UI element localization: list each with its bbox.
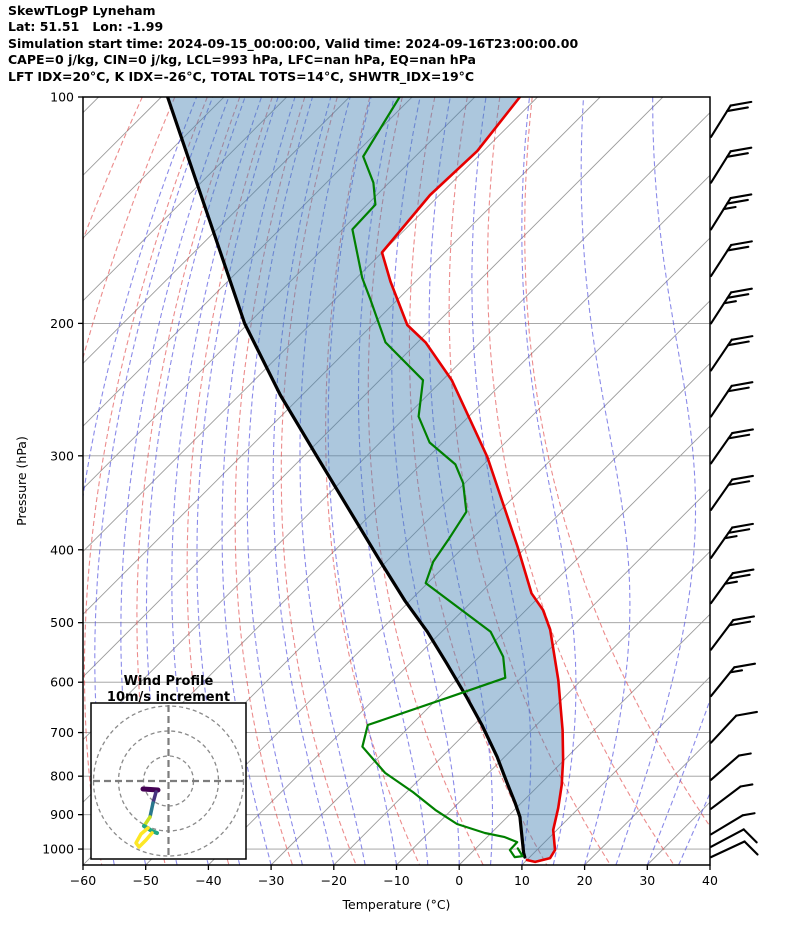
wind-barb: [709, 812, 756, 836]
wind-barb: [709, 840, 759, 859]
wind-barb: [709, 381, 754, 418]
cape-shading: [167, 97, 564, 862]
chart-title: SkewTLogP Lyneham: [8, 3, 156, 18]
x-tick-label: −60: [70, 873, 96, 888]
x-tick-label: 30: [639, 873, 655, 888]
wind-barbs: [709, 100, 759, 859]
header-latlon: Lat: 51.51 Lon: -1.99: [8, 19, 164, 35]
y-tick-label: 800: [50, 769, 74, 784]
wind-barb: [709, 287, 753, 325]
y-tick-label: 500: [50, 615, 74, 630]
wind-barb: [709, 662, 757, 698]
profile-curves: [166, 97, 565, 864]
y-tick-label: 900: [50, 807, 74, 822]
x-axis-title: Temperature (°C): [342, 897, 451, 912]
y-tick-label: 400: [50, 542, 74, 557]
y-tick-label: 1000: [42, 842, 74, 857]
wind-barb: [709, 828, 758, 848]
temperature-curve: [380, 97, 565, 864]
y-tick-label: 300: [50, 448, 74, 463]
wind-barb: [709, 783, 754, 810]
header-cape-cin: CAPE=0 j/kg, CIN=0 j/kg, LCL=993 hPa, LF…: [8, 52, 476, 68]
wind-barb: [709, 100, 753, 138]
wind-barb: [709, 146, 753, 184]
hodograph-trace-segment: [151, 790, 158, 805]
y-tick-label: 700: [50, 725, 74, 740]
wind-barb: [709, 710, 758, 744]
wind-barb: [709, 240, 753, 278]
x-tick-label: 20: [577, 873, 593, 888]
y-tick-label: 600: [50, 675, 74, 690]
x-tick-label: −30: [258, 873, 284, 888]
chart-header: SkewTLogP Lyneham Lat: 51.51 Lon: -1.99 …: [8, 3, 578, 85]
x-tick-label: 10: [514, 873, 530, 888]
wind-barb: [709, 428, 754, 465]
wind-barb: [709, 752, 752, 781]
wind-barb: [709, 522, 754, 559]
y-axis-title: Pressure (hPa): [14, 436, 29, 526]
hodograph-trace-segment: [148, 801, 155, 819]
parcel-curve: [166, 97, 527, 859]
wind-barb: [709, 193, 753, 231]
wind-barb: [709, 335, 754, 372]
header-indices: LFT IDX=20°C, K IDX=-26°C, TOTAL TOTS=14…: [8, 68, 475, 84]
wind-barb: [709, 568, 755, 605]
hodograph-title: 10m/s increment: [107, 690, 230, 705]
x-tick-label: −10: [383, 873, 409, 888]
dewpoint-curve: [351, 97, 524, 859]
hodograph-title: Wind Profile: [124, 674, 214, 689]
x-tick-label: −20: [321, 873, 347, 888]
hodograph-trace-segment: [134, 826, 154, 849]
x-tick-label: 40: [702, 873, 718, 888]
header-times: Simulation start time: 2024-09-15_00:00:…: [8, 35, 579, 51]
x-tick-label: 0: [455, 873, 463, 888]
hodograph-box: [90, 702, 247, 860]
x-tick-label: −40: [195, 873, 221, 888]
x-tick-label: −50: [133, 873, 159, 888]
y-tick-label: 200: [50, 316, 74, 331]
hodograph-trace-segment: [140, 786, 161, 793]
y-tick-label: 100: [50, 90, 74, 105]
wind-barb: [709, 615, 755, 651]
wind-barb: [709, 474, 754, 511]
